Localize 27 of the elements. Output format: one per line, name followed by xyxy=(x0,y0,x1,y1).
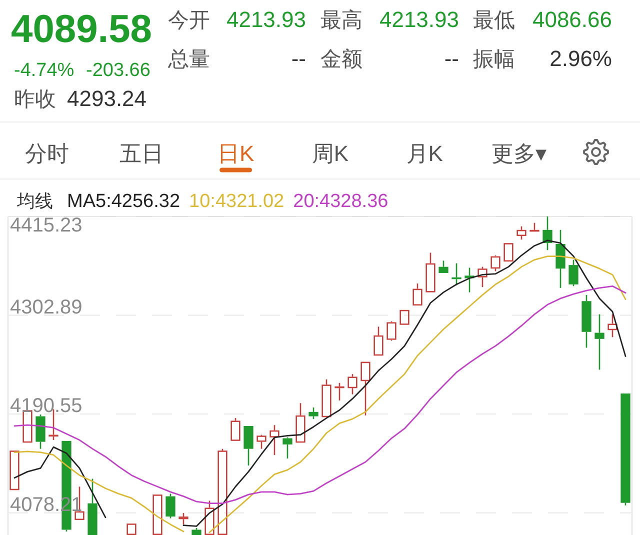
text: -203.66 xyxy=(86,60,150,81)
category-label: 月K xyxy=(406,141,444,166)
text: 最高 xyxy=(320,9,362,32)
text: 总量 xyxy=(167,48,210,71)
text: 金额 xyxy=(320,48,362,71)
y-tick-label: 4190.55 xyxy=(10,395,82,418)
text: -- xyxy=(444,46,459,71)
text: 昨收 xyxy=(14,88,56,111)
category-label: 五日 xyxy=(119,141,164,166)
text: -4.74% xyxy=(14,60,74,81)
category-label: 日K xyxy=(217,141,254,166)
category-label: 更多▾ xyxy=(491,141,547,166)
y-tick-label: 4302.89 xyxy=(10,296,82,318)
category-label: 分时 xyxy=(25,141,69,166)
text: 最低 xyxy=(473,9,515,32)
text: 今开 xyxy=(168,9,210,32)
text: 振幅 xyxy=(473,48,515,71)
y-tick-label: 4415.23 xyxy=(10,214,82,236)
text: 2.96% xyxy=(550,46,612,71)
text: 4293.24 xyxy=(67,86,147,111)
text: 4089.58 xyxy=(11,8,152,51)
text: 4213.93 xyxy=(379,7,459,32)
legend: 均线 MA5:4256.32 10:4321.02 20:4328.36 xyxy=(17,191,388,212)
text: 4213.93 xyxy=(226,7,306,32)
text: -- xyxy=(291,46,306,71)
category-label: 周K xyxy=(312,141,349,166)
text: 4086.66 xyxy=(532,7,612,32)
